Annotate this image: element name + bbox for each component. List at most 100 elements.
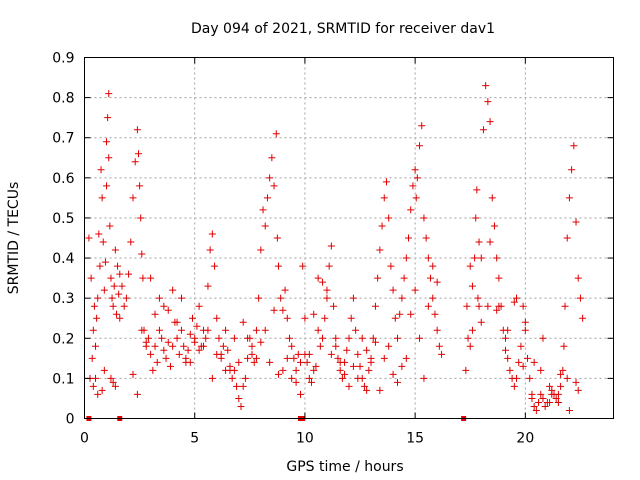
data-point [314,274,322,282]
axis-ticks: 0 0.1 0.2 0.3 0.4 0.5 0.6 0.7 0.8 0.9 0 5 10 15 20 [52,51,614,447]
data-point [369,334,377,342]
data-point [385,342,393,350]
data-point [147,350,155,358]
y-tick-label: 0.7 [52,131,74,147]
data-point [279,306,287,314]
data-point [136,182,144,190]
data-point [288,342,296,350]
data-point [570,142,578,150]
data-point [195,346,203,354]
data-point [530,358,538,366]
data-point [116,270,124,278]
data-point [182,354,190,362]
data-point [135,150,143,158]
data-point [579,314,587,322]
data-point [515,358,523,366]
data-point [144,334,152,342]
data-point [204,326,212,334]
data-point [131,158,139,166]
data-point [532,406,540,414]
data-point [332,342,340,350]
data-point [563,234,571,242]
data-point [92,342,100,350]
data-point [385,214,393,222]
data-point [363,346,371,354]
data-point [244,354,252,362]
data-point [204,282,212,290]
data-point [424,302,432,310]
data-point [382,178,390,186]
data-point [235,358,243,366]
data-point [255,294,263,302]
data-point [376,246,384,254]
data-point [506,366,514,374]
data-point [402,254,410,262]
data-point [336,366,344,374]
data-point [541,402,549,410]
data-point [519,302,527,310]
data-point [108,294,116,302]
data-point [358,334,366,342]
data-point [548,390,556,398]
data-point [526,374,534,382]
x-tick-label: 20 [516,431,534,447]
data-point [343,346,351,354]
data-point [416,142,424,150]
data-point [173,318,181,326]
data-point [160,346,168,354]
data-point [327,350,335,358]
data-point [173,334,181,342]
data-point [407,310,415,318]
data-point [554,398,562,406]
y-axis-label: SRMTID / TECUs [6,182,22,295]
data-point [101,258,109,266]
data-point [472,214,480,222]
chart-title: Day 094 of 2021, SRMTID for receiver dav… [191,21,495,37]
data-point [239,382,247,390]
data-point [537,366,545,374]
data-point [186,330,194,338]
data-point [272,130,280,138]
data-point [219,342,227,350]
data-point [484,98,492,106]
data-point [162,354,170,362]
data-point [563,374,571,382]
data-point [363,386,371,394]
data-point [107,374,115,382]
data-point [169,342,177,350]
data-point [111,246,119,254]
data-point [310,310,318,318]
data-point [334,354,342,362]
data-point [475,238,483,246]
data-point [510,382,518,390]
data-point [546,398,554,406]
data-point [380,354,388,362]
data-point [407,206,415,214]
data-point [151,342,159,350]
data-point [371,338,379,346]
data-point [316,342,324,350]
data-point [431,310,439,318]
data-point [365,366,373,374]
data-point [524,354,532,362]
data-point [147,274,155,282]
data-point [402,354,410,362]
data-point [138,326,146,334]
data-point [504,354,512,362]
x-tick-label: 15 [406,431,424,447]
data-point [273,234,281,242]
data-point [261,222,269,230]
data-point [87,274,95,282]
data-point [213,314,221,322]
data-point [259,206,267,214]
data-point [463,302,471,310]
data-point [504,326,512,334]
data-point [250,358,258,366]
data-point [151,310,159,318]
data-point [133,126,141,134]
data-point [213,350,221,358]
data-point [546,382,554,390]
data-point [389,370,397,378]
data-point [244,334,252,342]
data-point [380,194,388,202]
